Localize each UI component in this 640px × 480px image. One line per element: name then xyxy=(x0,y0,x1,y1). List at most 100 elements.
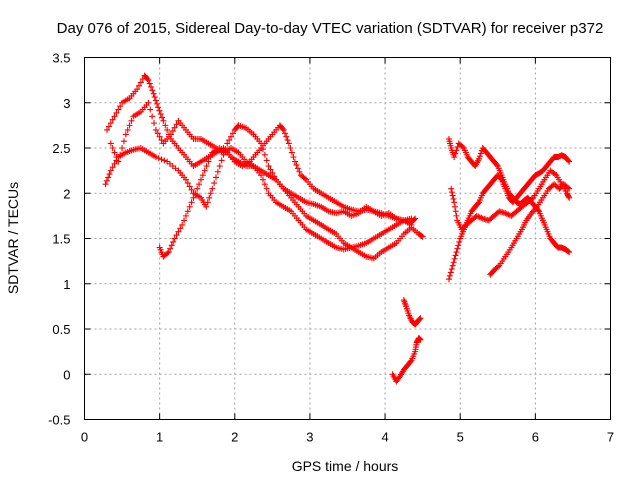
data-point xyxy=(111,113,118,120)
data-point xyxy=(214,168,221,175)
data-point xyxy=(566,158,573,165)
data-point xyxy=(284,137,291,144)
data-point xyxy=(224,140,231,147)
data-point xyxy=(158,137,165,144)
data-point xyxy=(154,100,161,107)
series-track-e xyxy=(389,335,424,385)
data-point xyxy=(134,86,141,93)
data-point xyxy=(173,232,180,239)
data-point xyxy=(188,199,195,206)
data-points xyxy=(102,72,573,385)
data-point xyxy=(182,176,189,183)
data-point xyxy=(144,75,151,82)
data-point xyxy=(186,203,193,210)
data-point xyxy=(107,140,114,147)
data-point xyxy=(124,126,131,133)
data-point xyxy=(115,158,122,165)
data-point xyxy=(146,80,153,87)
x-tick-label: 6 xyxy=(532,430,539,445)
data-point xyxy=(186,183,193,190)
data-point xyxy=(109,164,116,171)
data-point xyxy=(452,150,459,157)
y-tick-label: 1.5 xyxy=(52,232,70,247)
data-point xyxy=(407,358,414,365)
data-point xyxy=(287,145,294,151)
data-point xyxy=(145,77,152,84)
data-point xyxy=(296,168,303,175)
data-point xyxy=(259,176,266,183)
data-point xyxy=(111,160,118,167)
data-point xyxy=(449,192,456,199)
data-point xyxy=(285,140,292,147)
data-point xyxy=(159,114,166,121)
data-point xyxy=(218,157,225,164)
data-point xyxy=(416,316,423,323)
chart-title: Day 076 of 2015, Sidereal Day-to-day VTE… xyxy=(57,20,604,37)
data-point xyxy=(147,106,154,113)
data-point xyxy=(475,200,482,207)
x-tick-label: 0 xyxy=(81,430,88,445)
y-tick-label: 3 xyxy=(63,96,70,111)
data-point xyxy=(107,120,114,127)
data-point xyxy=(448,189,455,196)
data-point xyxy=(211,180,218,187)
data-point xyxy=(182,212,189,219)
data-point xyxy=(161,157,168,164)
series-track-f xyxy=(400,297,424,328)
y-tick-label: 3.5 xyxy=(52,51,70,66)
data-point xyxy=(565,248,572,255)
series-track-d xyxy=(156,122,415,260)
series-track-b xyxy=(104,72,419,253)
data-point xyxy=(446,272,453,279)
data-point xyxy=(184,208,191,215)
data-point xyxy=(267,166,274,173)
y-axis-label: SDTVAR / TECUs xyxy=(5,182,21,294)
data-point xyxy=(135,82,142,89)
data-point xyxy=(452,252,459,259)
x-tick-label: 2 xyxy=(231,430,238,445)
data-point xyxy=(155,155,162,162)
data-point xyxy=(565,157,572,164)
data-point xyxy=(109,145,116,151)
data-point xyxy=(103,177,110,184)
data-point xyxy=(566,185,573,192)
data-point xyxy=(120,138,127,145)
data-point xyxy=(451,203,458,210)
data-point xyxy=(456,238,463,245)
data-point xyxy=(119,145,126,151)
data-point xyxy=(283,133,290,140)
data-point xyxy=(113,109,120,116)
data-point xyxy=(150,90,157,97)
x-axis-label: GPS time / hours xyxy=(292,458,399,474)
data-point xyxy=(177,225,184,232)
data-point xyxy=(450,259,457,266)
data-point xyxy=(207,154,214,161)
data-point xyxy=(301,175,308,182)
data-point xyxy=(115,106,122,113)
data-point xyxy=(453,147,460,154)
data-point xyxy=(152,97,159,104)
data-point xyxy=(281,130,288,137)
data-point xyxy=(156,133,163,140)
grid xyxy=(84,57,611,420)
x-tick-label: 3 xyxy=(306,430,313,445)
data-point xyxy=(175,228,182,235)
data-point xyxy=(216,163,223,170)
series-track-j xyxy=(487,181,573,278)
data-point xyxy=(194,185,201,192)
data-point xyxy=(228,133,235,140)
data-point xyxy=(229,130,236,137)
data-point xyxy=(226,137,233,144)
data-point xyxy=(448,266,455,273)
data-point xyxy=(453,212,460,219)
data-point xyxy=(168,242,175,249)
data-point xyxy=(493,161,500,168)
data-point xyxy=(122,131,129,138)
data-point xyxy=(105,174,112,181)
data-point xyxy=(291,158,298,165)
data-point xyxy=(497,175,504,182)
data-point xyxy=(451,154,458,161)
data-point xyxy=(261,181,268,188)
data-point xyxy=(190,194,197,201)
x-tick-label: 7 xyxy=(607,430,614,445)
